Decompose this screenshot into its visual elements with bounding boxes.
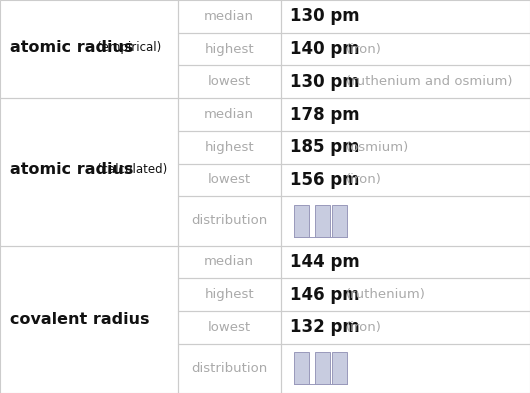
Text: 185 pm: 185 pm: [290, 138, 360, 156]
Text: median: median: [204, 108, 254, 121]
Bar: [315, 205, 330, 237]
Text: lowest: lowest: [208, 75, 251, 88]
Bar: [178, 278, 281, 311]
Bar: [178, 65, 281, 98]
Text: (ruthenium and osmium): (ruthenium and osmium): [346, 75, 513, 88]
Bar: [294, 205, 309, 237]
Text: highest: highest: [205, 288, 254, 301]
Bar: [0, 0, 178, 98]
Text: 144 pm: 144 pm: [290, 253, 360, 271]
Bar: [281, 311, 530, 344]
Bar: [178, 246, 281, 278]
Text: highest: highest: [205, 42, 254, 55]
Text: 146 pm: 146 pm: [290, 286, 360, 304]
Text: 130 pm: 130 pm: [290, 73, 360, 91]
Text: distribution: distribution: [191, 362, 267, 375]
Text: (calculated): (calculated): [97, 163, 167, 176]
Text: (ruthenium): (ruthenium): [346, 288, 426, 301]
Bar: [315, 352, 330, 384]
Text: covalent radius: covalent radius: [10, 312, 149, 327]
Text: (iron): (iron): [346, 321, 382, 334]
Bar: [0, 98, 178, 246]
Bar: [294, 352, 309, 384]
Bar: [281, 246, 530, 278]
Text: (iron): (iron): [346, 173, 382, 186]
Bar: [178, 311, 281, 344]
Text: median: median: [204, 255, 254, 268]
Bar: [281, 196, 530, 246]
Bar: [332, 352, 347, 384]
Bar: [178, 344, 281, 393]
Text: atomic radius: atomic radius: [10, 162, 133, 177]
Bar: [281, 344, 530, 393]
Text: distribution: distribution: [191, 215, 267, 228]
Text: 178 pm: 178 pm: [290, 105, 360, 123]
Text: 140 pm: 140 pm: [290, 40, 360, 58]
Bar: [332, 205, 347, 237]
Text: highest: highest: [205, 141, 254, 154]
Text: 130 pm: 130 pm: [290, 7, 360, 26]
Bar: [178, 98, 281, 131]
Bar: [281, 163, 530, 196]
Text: (iron): (iron): [346, 42, 382, 55]
Bar: [178, 163, 281, 196]
Bar: [0, 246, 178, 393]
Bar: [281, 98, 530, 131]
Bar: [281, 131, 530, 163]
Bar: [178, 0, 281, 33]
Text: median: median: [204, 10, 254, 23]
Text: (osmium): (osmium): [346, 141, 409, 154]
Bar: [281, 278, 530, 311]
Bar: [178, 196, 281, 246]
Text: 156 pm: 156 pm: [290, 171, 360, 189]
Text: (empirical): (empirical): [97, 40, 161, 53]
Bar: [178, 131, 281, 163]
Text: 132 pm: 132 pm: [290, 318, 360, 336]
Text: atomic radius: atomic radius: [10, 40, 133, 55]
Bar: [281, 0, 530, 33]
Bar: [178, 33, 281, 65]
Bar: [281, 65, 530, 98]
Text: lowest: lowest: [208, 321, 251, 334]
Text: lowest: lowest: [208, 173, 251, 186]
Bar: [281, 33, 530, 65]
